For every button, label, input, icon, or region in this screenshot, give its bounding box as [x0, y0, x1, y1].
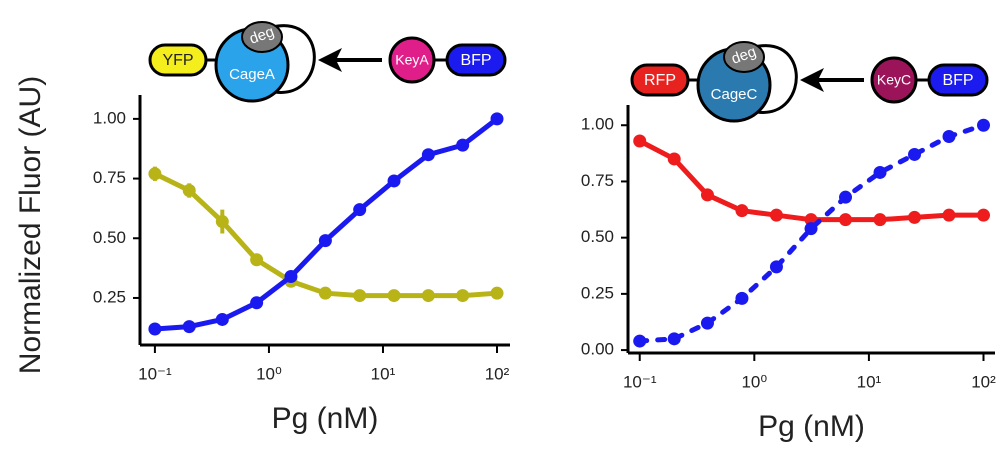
- x-tick-label: 10¹: [857, 372, 882, 391]
- data-point: [633, 334, 647, 348]
- data-point: [804, 222, 818, 236]
- tag-protein: [148, 43, 208, 77]
- data-point: [735, 291, 749, 305]
- data-point: [490, 286, 504, 300]
- series-line: [637, 138, 986, 223]
- y-tick-label: 0.25: [93, 287, 126, 306]
- x-tick-label: 10⁰: [256, 364, 282, 383]
- y-tick-label: 0.75: [581, 171, 614, 190]
- bfp-protein: [927, 63, 989, 97]
- arrow-head: [800, 68, 824, 92]
- data-point: [769, 260, 783, 274]
- tag-label: YFP: [162, 52, 193, 69]
- data-point: [215, 312, 229, 326]
- data-point: [284, 269, 298, 283]
- data-point: [873, 165, 887, 179]
- data-point: [839, 213, 853, 227]
- data-point: [250, 296, 264, 310]
- y-tick-label: 0.00: [581, 340, 614, 359]
- x-axis-label: Pg (nM): [272, 402, 379, 435]
- x-tick-label: 10¹: [371, 364, 396, 383]
- cage-label: CageA: [229, 66, 275, 83]
- y-tick-label: 0.50: [93, 228, 126, 247]
- data-point: [421, 289, 435, 303]
- data-point: [976, 118, 990, 132]
- data-point: [700, 188, 714, 202]
- cage-loop: [257, 24, 316, 94]
- data-point: [456, 289, 470, 303]
- data-point: [318, 234, 332, 248]
- data-point: [421, 148, 435, 162]
- bfp-protein: [445, 43, 507, 77]
- data-point: [667, 332, 681, 346]
- data-point: [182, 320, 196, 334]
- bfp-label: BFP: [942, 72, 973, 89]
- data-point: [735, 204, 749, 218]
- tag-protein: [630, 63, 690, 97]
- data-point: [182, 184, 196, 198]
- degron: [241, 21, 283, 53]
- data-point: [318, 286, 332, 300]
- x-tick-label: 10⁻¹: [623, 372, 657, 391]
- bfp-label: BFP: [460, 52, 491, 69]
- cage-loop: [739, 44, 798, 114]
- data-point: [353, 289, 367, 303]
- data-point: [873, 213, 887, 227]
- y-tick-label: 1.00: [581, 115, 614, 134]
- data-point: [700, 316, 714, 330]
- y-tick-label: 0.50: [581, 227, 614, 246]
- key: [870, 56, 918, 104]
- data-point: [353, 203, 367, 217]
- y-tick-label: 0.25: [581, 283, 614, 302]
- x-axis-label: Pg (nM): [758, 410, 865, 443]
- data-point: [633, 134, 647, 148]
- data-point: [942, 129, 956, 143]
- cage-label: CageC: [711, 86, 758, 103]
- data-point: [387, 289, 401, 303]
- data-point: [387, 174, 401, 188]
- key-label: KeyA: [395, 52, 429, 68]
- y-tick-label: 1.00: [93, 108, 126, 127]
- key: [388, 36, 436, 84]
- data-point: [942, 208, 956, 222]
- data-point: [667, 152, 681, 166]
- data-point: [250, 253, 264, 267]
- y-tick-label: 0.75: [93, 168, 126, 187]
- data-point: [976, 208, 990, 222]
- data-point: [839, 190, 853, 204]
- data-point: [908, 147, 922, 161]
- data-point: [908, 210, 922, 224]
- tag-label: RFP: [644, 72, 676, 89]
- x-tick-label: 10⁰: [741, 372, 767, 391]
- y-axis-label: Normalized Fluor (AU): [14, 76, 47, 374]
- data-point: [148, 167, 162, 181]
- data-point: [769, 208, 783, 222]
- data-point: [490, 112, 504, 126]
- arrow-head: [318, 48, 342, 72]
- x-tick-label: 10²: [485, 364, 510, 383]
- x-tick-label: 10²: [971, 372, 996, 391]
- key-label: KeyC: [877, 72, 911, 88]
- data-point: [456, 138, 470, 152]
- degron: [723, 41, 765, 73]
- data-point: [215, 215, 229, 229]
- data-point: [148, 322, 162, 336]
- x-tick-label: 10⁻¹: [138, 364, 172, 383]
- series-line: [637, 122, 986, 344]
